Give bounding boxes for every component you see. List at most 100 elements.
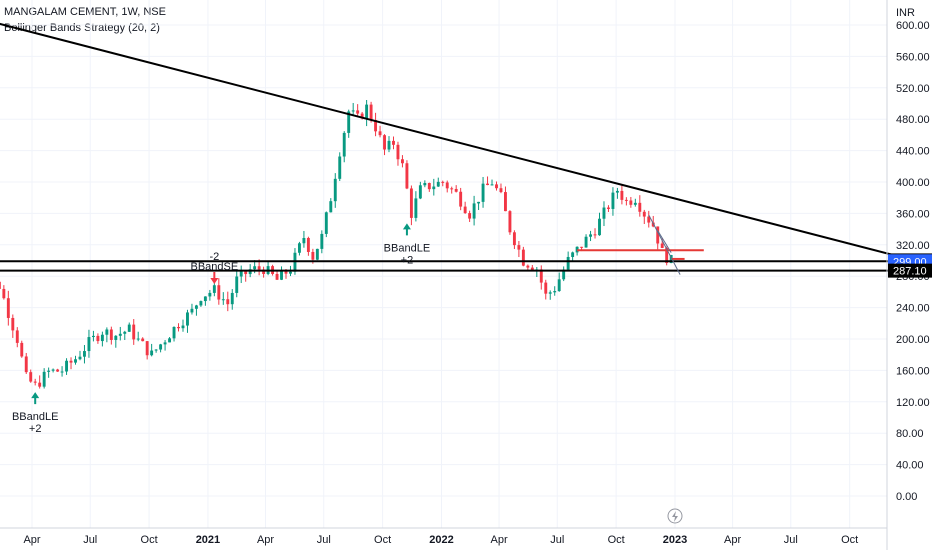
candle-body (347, 111, 351, 133)
candle-body (186, 312, 189, 326)
y-tick-label: 200.00 (896, 334, 930, 346)
candle-body (244, 270, 248, 275)
candle-body (405, 163, 409, 189)
candle-body (463, 206, 467, 214)
candle-body (624, 199, 628, 201)
candle-body (74, 359, 77, 363)
candle-body (150, 350, 154, 356)
y-tick-label: 80.00 (896, 428, 924, 440)
chart-title: MANGALAM CEMENT, 1W, NSE (4, 6, 166, 18)
candle-body (387, 140, 391, 150)
candle-body (78, 356, 82, 360)
trend-ray[interactable] (657, 230, 672, 253)
candle-body (29, 372, 33, 382)
x-tick-label: 2021 (196, 534, 220, 546)
candle-body (365, 104, 369, 119)
candle-body (629, 200, 633, 205)
candle-body (472, 203, 476, 219)
candle-body (221, 299, 225, 301)
candle-body (60, 371, 64, 373)
y-tick-label: 0.00 (896, 491, 917, 503)
candle-body (109, 329, 113, 340)
candle-body (584, 236, 588, 248)
candle-body (65, 360, 68, 372)
candle-body (235, 276, 239, 293)
candle-body (360, 113, 364, 119)
candle-body (530, 267, 534, 271)
candle-body (47, 370, 51, 372)
y-tick-label: 600.00 (896, 20, 930, 32)
arrow-up-icon (402, 223, 411, 236)
candle-body (96, 335, 100, 342)
candle-body (306, 237, 310, 252)
candle-body (87, 337, 91, 352)
candle-body (91, 335, 95, 338)
candle-body (132, 324, 136, 340)
x-tick-label: Oct (141, 534, 158, 546)
candle-body (24, 356, 28, 373)
x-tick-label: Apr (23, 534, 40, 546)
candle-body (11, 317, 15, 331)
candle-body (212, 285, 216, 293)
candle-body (400, 159, 404, 164)
y-tick-label: 520.00 (896, 83, 930, 95)
candle-body (262, 269, 266, 274)
candle-body (602, 207, 606, 219)
candle-body (521, 249, 525, 266)
candle-body (392, 140, 395, 145)
candle-body (338, 156, 342, 179)
y-tick-label: 480.00 (896, 114, 930, 126)
y-tick-label: 40.00 (896, 460, 924, 472)
y-tick-label: 320.00 (896, 240, 930, 252)
candle-body (172, 326, 176, 339)
candle-body (378, 131, 382, 136)
candle-body (177, 326, 180, 329)
y-tick-label: 120.00 (896, 397, 930, 409)
candle-body (432, 186, 436, 190)
y-tick-label: 560.00 (896, 51, 930, 63)
candle-body (486, 183, 489, 186)
candle-body (495, 184, 498, 189)
candle-body (248, 269, 252, 275)
candle-body (481, 183, 485, 202)
candle-body (297, 243, 301, 253)
x-tick-label: 2023 (663, 534, 687, 546)
candle-body (477, 201, 481, 204)
y-tick-label: 240.00 (896, 303, 930, 315)
candle-body (504, 192, 507, 212)
candle-body (499, 188, 503, 193)
candle-body (275, 273, 279, 280)
candle-body (20, 342, 24, 357)
candle-body (203, 296, 207, 302)
candle-body (638, 202, 642, 212)
candle-body (490, 184, 494, 186)
arrow-down-icon (210, 271, 219, 284)
candle-body (427, 183, 431, 190)
signal-qty: -2 (209, 251, 219, 263)
candle-body (526, 265, 530, 268)
candle-body (409, 188, 413, 218)
candle-body (615, 190, 619, 193)
candle-body (598, 218, 601, 236)
candle-body (280, 270, 283, 280)
y-tick-label: 160.00 (896, 365, 930, 377)
candle-body (253, 266, 257, 270)
candle-body (83, 351, 86, 357)
candle-body (100, 334, 104, 342)
candle-body (562, 269, 566, 280)
y-tick-label: 400.00 (896, 177, 930, 189)
candle-body (324, 212, 328, 234)
signal-label: BBandLE (384, 242, 430, 254)
price-tag-label: 287.10 (893, 266, 927, 278)
trend-ray[interactable] (648, 214, 681, 275)
candle-body (580, 246, 584, 248)
candle-body (320, 233, 324, 249)
candle-body (512, 232, 516, 246)
candle-body (154, 349, 158, 351)
candle-body (459, 191, 463, 207)
x-tick-label: Oct (841, 534, 858, 546)
x-tick-label: Jul (317, 534, 331, 546)
trendline[interactable] (0, 17, 918, 263)
candle-body (450, 188, 454, 190)
